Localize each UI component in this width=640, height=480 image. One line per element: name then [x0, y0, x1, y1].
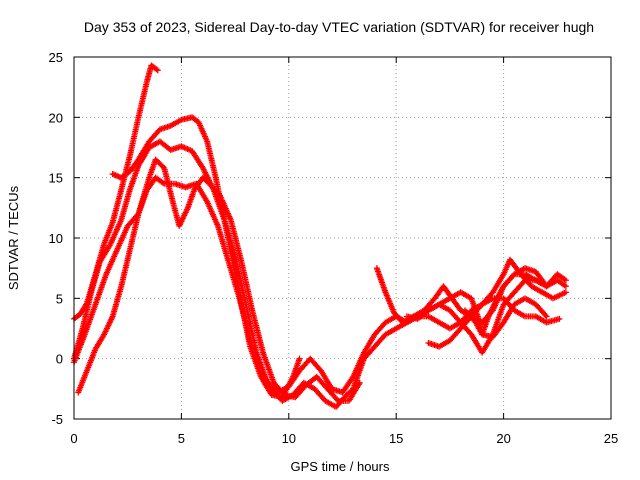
y-tick-label: 15: [49, 171, 63, 186]
track-8-marker: [542, 281, 549, 288]
track-2-marker: [562, 283, 569, 290]
y-tick-label: 0: [56, 352, 63, 367]
track-5-marker: [296, 355, 303, 362]
track-4-marker: [134, 212, 141, 219]
track-9-marker: [542, 312, 549, 319]
track-7-marker: [562, 289, 569, 296]
tick-labels: 0 5 10 15 20 25 -5 0 5 10 15 20 25: [49, 50, 619, 446]
x-axis-label: GPS time / hours: [291, 459, 390, 474]
x-tick-label: 5: [178, 431, 185, 446]
y-axis-label: SDTVAR / TECUs: [6, 185, 21, 290]
y-tick-label: -5: [51, 412, 63, 427]
x-tick-label: 25: [604, 431, 618, 446]
track-9-marker: [543, 313, 550, 320]
data-points: [71, 62, 569, 410]
x-tick-label: 15: [389, 431, 403, 446]
y-tick-label: 20: [49, 110, 63, 125]
grid: [74, 57, 611, 419]
track-1-marker: [153, 66, 160, 73]
plot-frame: [73, 56, 612, 420]
chart-title: Day 353 of 2023, Sidereal Day-to-day VTE…: [84, 19, 594, 35]
track-3-marker: [556, 315, 563, 322]
y-tick-label: 10: [49, 231, 63, 246]
y-tick-label: 25: [49, 50, 63, 65]
track-8-marker: [543, 283, 550, 290]
y-tick-label: 5: [56, 291, 63, 306]
track-6-marker: [562, 277, 569, 284]
track-1-marker: [154, 67, 161, 74]
x-tick-label: 0: [70, 431, 77, 446]
x-tick-label: 20: [496, 431, 510, 446]
track-4-marker: [356, 379, 363, 386]
x-tick-label: 10: [282, 431, 296, 446]
track-4-marker: [334, 396, 341, 403]
